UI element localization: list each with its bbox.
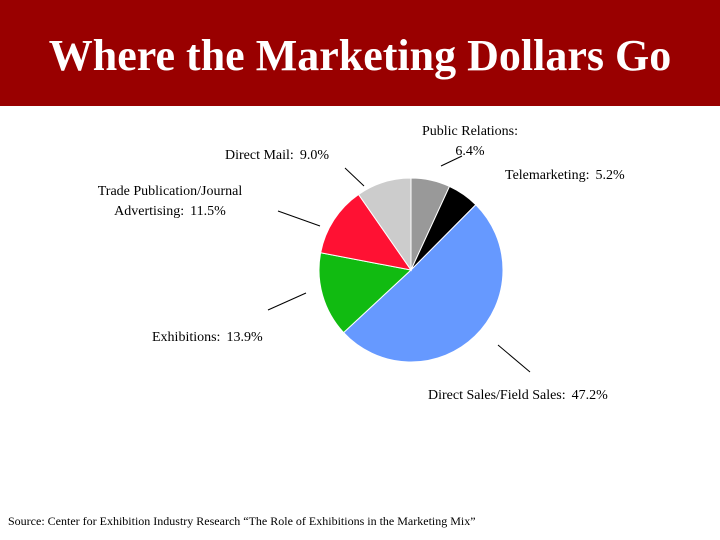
label-value: 9.0%	[299, 148, 329, 163]
slice-label: Exhibitions: 13.9%	[152, 328, 263, 348]
leader-line	[344, 167, 365, 187]
label-category: Trade Publication/Journal Advertising:	[97, 184, 243, 219]
title-banner	[0, 0, 720, 106]
label-value: 5.2%	[595, 168, 625, 183]
chart-title: Where the Marketing Dollars Go	[48, 31, 672, 80]
label-category: Telemarketing:	[505, 168, 590, 183]
slice-label: Telemarketing: 5.2%	[505, 166, 625, 186]
slice-label: Direct Sales/Field Sales: 47.2%	[428, 386, 608, 406]
pie-slice	[318, 252, 413, 334]
label-category: Direct Mail:	[225, 148, 294, 163]
label-category: Public Relations:	[421, 124, 519, 139]
leader-lines	[267, 155, 531, 373]
source-note: Source: Center for Exhibition Industry R…	[8, 514, 476, 528]
leader-line	[267, 292, 307, 311]
pie-slice	[342, 204, 504, 363]
leader-line	[277, 210, 321, 227]
pie-slice	[320, 193, 413, 271]
leader-line	[497, 344, 531, 373]
label-value: 13.9%	[226, 330, 263, 345]
label-value: 11.5%	[190, 204, 226, 219]
slice-label: Direct Mail: 9.0%	[225, 146, 329, 166]
leader-line	[440, 155, 463, 167]
label-category: Direct Sales/Field Sales:	[428, 388, 566, 403]
slice-label: Trade Publication/Journal Advertising: 11…	[70, 182, 270, 222]
slice-label: Public Relations: 6.4%	[400, 122, 540, 162]
label-value: 6.4%	[455, 144, 485, 159]
pie-slice	[357, 177, 412, 272]
label-value: 47.2%	[571, 388, 608, 403]
label-category: Exhibitions:	[152, 330, 221, 345]
